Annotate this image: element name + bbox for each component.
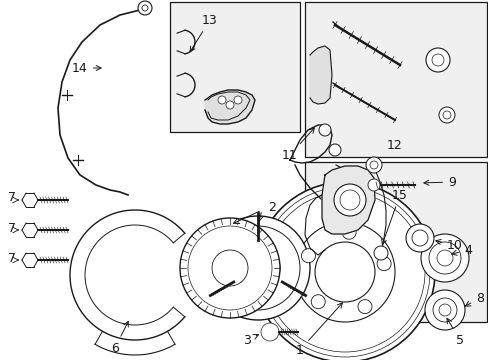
Circle shape — [294, 222, 394, 322]
Circle shape — [180, 218, 280, 318]
Circle shape — [365, 157, 381, 173]
Text: 15: 15 — [381, 189, 407, 244]
Text: 11: 11 — [282, 128, 314, 162]
Circle shape — [425, 48, 449, 72]
Circle shape — [212, 250, 247, 286]
Circle shape — [333, 184, 365, 216]
Circle shape — [264, 192, 424, 352]
Circle shape — [138, 1, 152, 15]
Circle shape — [254, 182, 434, 360]
Circle shape — [234, 96, 242, 104]
Circle shape — [442, 111, 450, 119]
Text: 2: 2 — [267, 201, 275, 213]
Circle shape — [314, 242, 374, 302]
Bar — [305, 162, 486, 322]
Circle shape — [328, 144, 340, 156]
Text: 7: 7 — [8, 252, 16, 265]
Circle shape — [339, 190, 359, 210]
Circle shape — [428, 242, 460, 274]
Circle shape — [411, 230, 427, 246]
Circle shape — [187, 226, 271, 310]
Circle shape — [373, 246, 387, 260]
Circle shape — [405, 224, 433, 252]
Circle shape — [424, 290, 464, 330]
Circle shape — [357, 300, 371, 314]
Polygon shape — [321, 166, 374, 234]
Text: 5: 5 — [446, 318, 463, 346]
Circle shape — [318, 124, 330, 136]
Circle shape — [310, 295, 325, 309]
Circle shape — [376, 257, 390, 271]
Circle shape — [420, 234, 468, 282]
Text: 8: 8 — [465, 292, 483, 306]
Text: 4: 4 — [451, 243, 471, 257]
Circle shape — [260, 187, 429, 357]
Circle shape — [438, 304, 450, 316]
Circle shape — [247, 258, 267, 278]
Text: 3: 3 — [243, 333, 258, 346]
Text: 13: 13 — [190, 14, 218, 52]
Circle shape — [438, 107, 454, 123]
Circle shape — [225, 101, 234, 109]
Circle shape — [436, 250, 452, 266]
Text: 7: 7 — [8, 190, 16, 203]
Text: 9: 9 — [423, 176, 455, 189]
Circle shape — [342, 225, 355, 239]
Circle shape — [236, 246, 280, 290]
Text: 12: 12 — [386, 139, 402, 152]
Bar — [305, 2, 486, 157]
Text: 1: 1 — [295, 303, 342, 356]
Polygon shape — [309, 46, 331, 104]
Text: 10: 10 — [435, 239, 462, 252]
Circle shape — [431, 54, 443, 66]
Circle shape — [367, 179, 379, 191]
Circle shape — [369, 161, 377, 169]
Text: 14: 14 — [72, 62, 101, 75]
Circle shape — [261, 323, 279, 341]
Text: 6: 6 — [111, 321, 128, 355]
Text: 7: 7 — [8, 221, 16, 234]
Circle shape — [218, 96, 225, 104]
Circle shape — [205, 216, 309, 320]
Circle shape — [216, 226, 299, 310]
Bar — [170, 2, 299, 132]
Circle shape — [301, 249, 315, 263]
Circle shape — [142, 5, 148, 11]
Circle shape — [432, 298, 456, 322]
Polygon shape — [204, 90, 254, 124]
